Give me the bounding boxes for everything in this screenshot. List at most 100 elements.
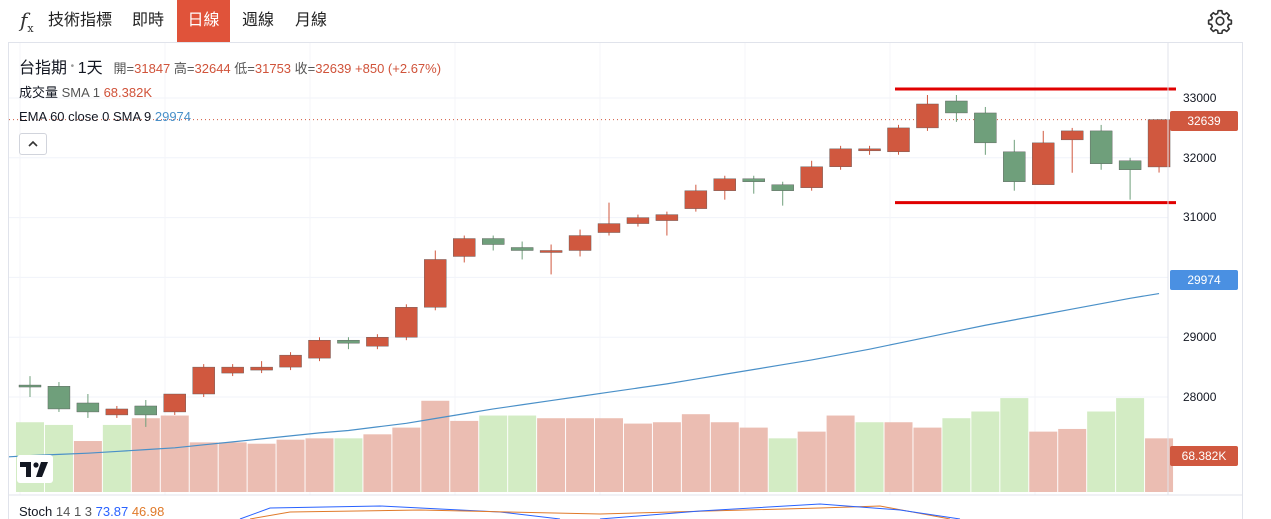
candle-body [221, 366, 244, 374]
volume-bar [218, 442, 247, 492]
volume-bar [450, 420, 479, 492]
tab-monthly[interactable]: 月線 [294, 12, 327, 29]
volume-bar [131, 418, 160, 492]
toolbar: fx 技術指標 即時 日線 週線 月線 [0, 0, 1271, 42]
volume-bar [595, 418, 623, 492]
candle-body [771, 184, 794, 191]
collapse-legend-button[interactable] [19, 133, 47, 155]
candle-body [279, 354, 302, 368]
candle-body [829, 148, 852, 167]
chart-frame[interactable] [8, 42, 1243, 519]
legend-interval[interactable]: 1天 [77, 60, 103, 77]
candle-body [858, 148, 881, 152]
candle-body [800, 166, 823, 188]
candle-body [1089, 130, 1113, 164]
candle-body [76, 402, 100, 413]
volume-bar [276, 439, 305, 492]
open-value: 31847 [134, 61, 171, 76]
volume-bar [1000, 398, 1029, 492]
volume-bar [363, 434, 392, 492]
chevron-up-icon [28, 140, 38, 147]
volume-bar [971, 411, 1000, 492]
volume-bar [855, 422, 884, 492]
ema-line [8, 292, 1160, 458]
candle-body [1118, 160, 1142, 170]
axis-tick: 33000 [1183, 91, 1217, 105]
candle-body [539, 250, 563, 253]
stoch-k-value: 73.87 [95, 504, 129, 519]
candle-body [1032, 142, 1055, 185]
stoch-k-line [599, 503, 961, 519]
legend-ema[interactable]: EMA 60 close 0 SMA 9 29974 [19, 109, 191, 124]
candle-body [626, 217, 650, 224]
volume-bar [479, 415, 508, 492]
volume-label: 成交量 [19, 85, 59, 100]
legend-volume[interactable]: 成交量 SMA 1 68.382K [19, 82, 152, 101]
candle-body [308, 339, 331, 359]
candle-body [655, 214, 679, 221]
candle-body [945, 100, 968, 114]
candle-body [47, 386, 71, 410]
candle-body [916, 103, 939, 129]
volume-bar [826, 415, 855, 492]
volume-bar [305, 438, 334, 492]
candle-body [1147, 119, 1171, 168]
volume-bar [508, 415, 537, 492]
indicators-button[interactable]: 技術指標 [48, 12, 113, 29]
volume-bar [247, 443, 276, 492]
settings-gear-icon[interactable] [1207, 8, 1233, 34]
volume-price-label: 68.382K [1170, 446, 1238, 466]
volume-bar [913, 427, 942, 492]
legend-symbol: 台指期 [19, 60, 68, 77]
volume-bar [652, 422, 681, 492]
volume-bar [1116, 398, 1145, 492]
stoch-params: 14 1 3 [55, 504, 93, 519]
low-label: 低= [234, 61, 255, 76]
volume-bar [102, 424, 131, 492]
low-value: 31753 [254, 61, 292, 76]
candle-body [1003, 151, 1026, 182]
candle-body [742, 178, 765, 182]
axis-tick: 31000 [1183, 210, 1217, 224]
volume-bar [681, 414, 710, 492]
candle-body [163, 393, 186, 413]
candle-body [18, 384, 42, 388]
stoch-d-line [249, 505, 951, 519]
candle-body [337, 339, 360, 344]
stoch-d-value: 46.98 [131, 504, 165, 519]
volume-bar [189, 442, 218, 492]
stoch-legend[interactable]: Stoch 14 1 3 73.87 46.98 [19, 504, 164, 519]
volume-bar [1058, 428, 1087, 492]
high-label: 高= [173, 61, 195, 76]
high-value: 32644 [194, 61, 231, 76]
stoch-label: Stoch [19, 504, 53, 519]
close-label: 收= [294, 61, 316, 76]
tab-daily[interactable]: 日線 [177, 0, 230, 42]
volume-bar [1087, 411, 1116, 492]
tab-realtime[interactable]: 即時 [131, 12, 164, 29]
volume-params: SMA 1 [61, 85, 100, 100]
candle-body [684, 190, 708, 209]
volume-bar [392, 427, 421, 492]
axis-tick: 28000 [1183, 390, 1217, 404]
candle-body [134, 405, 158, 416]
close-value: 32639 [315, 61, 352, 76]
tradingview-logo[interactable] [17, 455, 53, 483]
candle-body [453, 238, 476, 257]
volume-bar [797, 431, 826, 492]
candle-body [974, 112, 997, 144]
volume-bar [739, 427, 768, 492]
candle-body [424, 259, 447, 308]
legend-ohlc: 台指期 • 1天 開=31847 高=32644 低=31753 收=32639… [19, 54, 441, 78]
candle-body [395, 307, 418, 338]
candle-body [192, 366, 215, 395]
volume-value: 68.382K [103, 85, 152, 100]
tab-weekly[interactable]: 週線 [241, 12, 274, 29]
volume-bar [942, 418, 971, 492]
candle-body [366, 337, 389, 347]
candle-body [597, 223, 621, 233]
ema-value: 29974 [154, 109, 192, 124]
indicators-fx-icon[interactable]: fx [20, 8, 34, 35]
volume-bar [537, 418, 566, 492]
